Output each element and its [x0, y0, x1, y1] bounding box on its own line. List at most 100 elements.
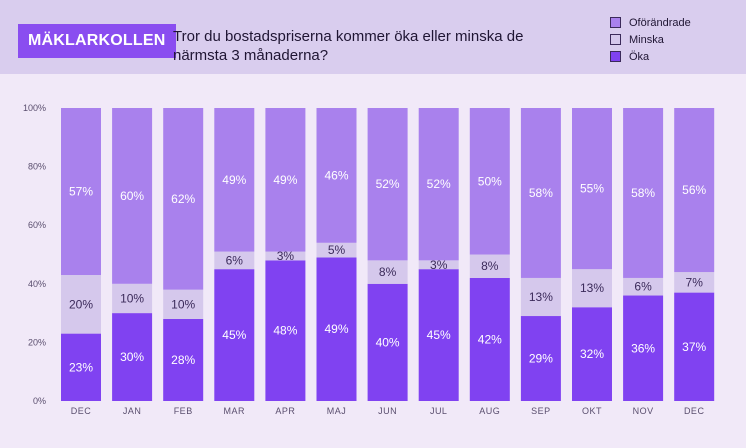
- x-tick-label: NOV: [633, 406, 654, 416]
- data-label-oka: 32%: [580, 347, 604, 361]
- bar-segment-minska: [674, 272, 715, 293]
- data-label-oka: 37%: [682, 340, 706, 354]
- legend-swatch-oforandrade: [610, 17, 621, 28]
- bar-segment-oforandrade: [418, 108, 459, 261]
- data-label-oforandrade: 60%: [120, 189, 144, 203]
- bar-segment-oka: [316, 257, 357, 401]
- bar-segment-minska: [316, 242, 357, 258]
- legend-item-minska: Minska: [610, 31, 691, 48]
- data-label-oforandrade: 49%: [222, 173, 246, 187]
- y-tick-label: 80%: [28, 162, 46, 172]
- data-label-oforandrade: 49%: [273, 173, 297, 187]
- bar-segment-oka: [572, 307, 612, 401]
- x-tick-label: JAN: [123, 406, 142, 416]
- bar-segment-minska: [418, 260, 459, 270]
- bar-segment-minska: [367, 260, 408, 284]
- chart-title: Tror du bostadspriserna kommer öka eller…: [173, 28, 524, 64]
- bar-segment-oka: [61, 333, 101, 401]
- data-label-oka: 30%: [120, 350, 144, 364]
- y-tick-label: 60%: [28, 220, 46, 230]
- data-label-oforandrade: 50%: [478, 174, 502, 188]
- legend-label-oka: Öka: [629, 50, 650, 63]
- bar-segment-oka: [265, 260, 306, 401]
- data-label-minska: 8%: [379, 265, 397, 279]
- data-label-oka: 40%: [376, 335, 400, 349]
- bar-segment-oforandrade: [112, 108, 153, 284]
- legend-swatch-oka: [610, 51, 621, 62]
- data-label-oforandrade: 58%: [529, 186, 553, 200]
- bar-segment-oforandrade: [520, 108, 561, 278]
- x-tick-label: MAR: [224, 406, 246, 416]
- bar-segment-oforandrade: [572, 108, 612, 270]
- data-label-oka: 28%: [171, 353, 195, 367]
- x-tick-label: AUG: [479, 406, 500, 416]
- bar-segment-minska: [61, 275, 101, 334]
- bar-segment-minska: [520, 277, 561, 317]
- bar-segment-minska: [214, 251, 255, 270]
- data-label-oforandrade: 52%: [376, 177, 400, 191]
- data-label-minska: 7%: [686, 275, 704, 289]
- bar-segment-oforandrade: [674, 108, 715, 273]
- bar-segment-oka: [163, 318, 204, 401]
- x-tick-label: SEP: [531, 406, 551, 416]
- bar-segment-oka: [367, 283, 408, 401]
- bar-segment-oforandrade: [367, 108, 408, 261]
- data-label-minska: 10%: [171, 297, 195, 311]
- data-label-oforandrade: 55%: [580, 182, 604, 196]
- data-label-minska: 6%: [226, 253, 244, 267]
- data-label-oforandrade: 57%: [69, 185, 93, 199]
- data-label-oka: 42%: [478, 332, 502, 346]
- bar-segment-oka: [469, 277, 510, 401]
- brand-logo: MÄKLARKOLLEN: [18, 24, 176, 58]
- bar-segment-oforandrade: [214, 108, 255, 252]
- legend: Oförändrade Minska Öka: [610, 14, 691, 65]
- data-label-oka: 45%: [427, 328, 451, 342]
- y-tick-label: 100%: [23, 103, 46, 113]
- x-tick-label: DEC: [71, 406, 92, 416]
- bar-segment-oka: [674, 292, 715, 401]
- bar-segment-minska: [265, 251, 306, 261]
- stacked-bar-chart: 0% 20% 40% 60% 80% 100% 23% 20% 57% DEC 30% 10% 60% J…: [23, 103, 715, 416]
- data-label-minska: 8%: [481, 259, 499, 273]
- bar-segment-oforandrade: [265, 108, 306, 252]
- bar-segment-minska: [163, 289, 204, 319]
- data-label-minska: 3%: [277, 249, 295, 263]
- bar-segment-minska: [112, 283, 153, 314]
- bar-segment-minska: [623, 277, 664, 296]
- bar-segment-oforandrade: [316, 108, 357, 243]
- bar-segment-minska: [572, 269, 612, 308]
- y-tick-label: 40%: [28, 279, 46, 289]
- data-label-oforandrade: 58%: [631, 186, 655, 200]
- x-tick-label: APR: [275, 406, 295, 416]
- legend-label-minska: Minska: [629, 33, 664, 46]
- data-label-minska: 20%: [69, 297, 93, 311]
- x-tick-label: MAJ: [327, 406, 347, 416]
- x-tick-label: JUN: [378, 406, 397, 416]
- legend-label-oforandrade: Oförändrade: [629, 16, 691, 29]
- bar-segment-oforandrade: [163, 108, 204, 290]
- x-tick-label: DEC: [684, 406, 705, 416]
- data-label-oforandrade: 56%: [682, 183, 706, 197]
- data-label-minska: 13%: [580, 281, 604, 295]
- data-label-minska: 3%: [430, 258, 448, 272]
- bar-segment-oka: [623, 295, 664, 401]
- data-label-minska: 10%: [120, 291, 144, 305]
- data-label-oka: 29%: [529, 352, 553, 366]
- legend-item-oka: Öka: [610, 48, 691, 65]
- bar-segment-oka: [112, 313, 153, 401]
- data-label-minska: 5%: [328, 243, 346, 257]
- y-tick-label: 0%: [33, 396, 46, 406]
- data-label-minska: 13%: [529, 290, 553, 304]
- data-label-oka: 48%: [273, 324, 297, 338]
- bar-segment-minska: [469, 254, 510, 278]
- data-label-oforandrade: 62%: [171, 192, 195, 206]
- bar-segment-oforandrade: [623, 108, 664, 278]
- data-label-oka: 36%: [631, 341, 655, 355]
- legend-item-oforandrade: Oförändrade: [610, 14, 691, 31]
- bar-segment-oka: [214, 269, 255, 401]
- bar-segment-oka: [520, 316, 561, 401]
- bar-segment-oka: [418, 269, 459, 401]
- data-label-oka: 49%: [324, 322, 348, 336]
- data-label-oka: 45%: [222, 328, 246, 342]
- data-label-oka: 23%: [69, 360, 93, 374]
